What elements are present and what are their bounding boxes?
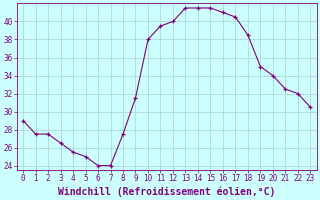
X-axis label: Windchill (Refroidissement éolien,°C): Windchill (Refroidissement éolien,°C) <box>58 186 276 197</box>
